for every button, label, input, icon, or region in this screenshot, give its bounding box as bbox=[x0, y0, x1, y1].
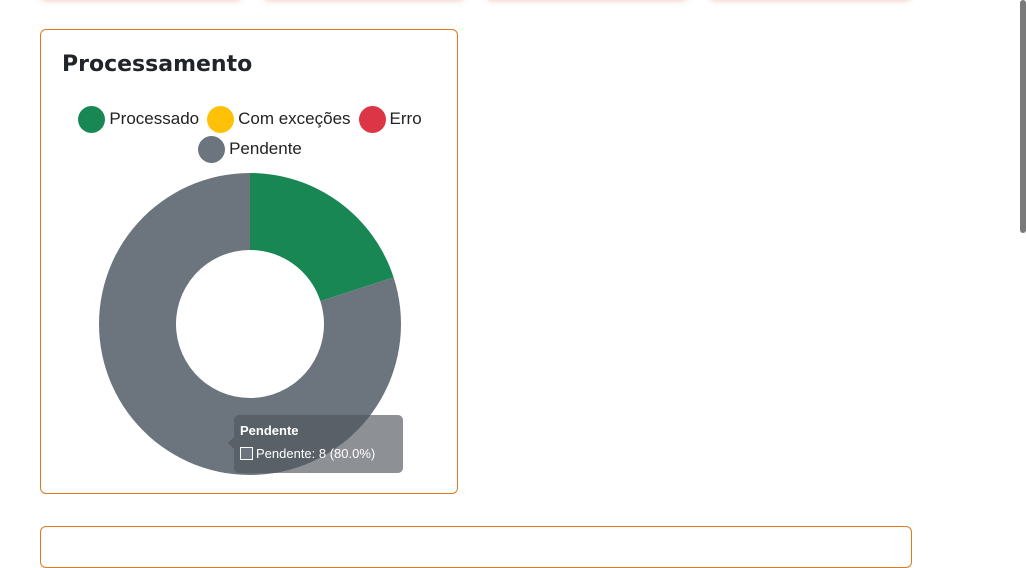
legend-swatch bbox=[78, 105, 106, 133]
processing-card: Processamento Processado Com exceções Erro… bbox=[40, 29, 458, 494]
legend-label: Erro bbox=[389, 109, 422, 128]
doughnut-chart[interactable] bbox=[41, 30, 459, 495]
legend-item[interactable]: Processado bbox=[78, 105, 200, 133]
tooltip-label: Pendente: 8 (80.0%) bbox=[256, 446, 376, 461]
legend-label: Com exceções bbox=[238, 109, 351, 128]
chart-tooltip: Pendente Pendente: 8 (80.0%) bbox=[228, 415, 403, 473]
legend-item[interactable]: Pendente bbox=[198, 135, 302, 163]
legend-swatch bbox=[358, 105, 386, 133]
doughnut-slice-processado[interactable] bbox=[250, 173, 394, 302]
doughnut-slice-pendente[interactable] bbox=[98, 173, 401, 475]
chart-legend: Processado Com exceções Erro Pendente bbox=[41, 105, 459, 163]
tooltip-swatch bbox=[240, 447, 253, 460]
legend-label: Processado bbox=[109, 109, 200, 128]
legend-item[interactable]: Com exceções bbox=[207, 105, 351, 133]
scrollbar[interactable] bbox=[1020, 0, 1026, 233]
legend-swatch bbox=[207, 105, 235, 133]
card-title: Processamento bbox=[62, 52, 253, 77]
next-card bbox=[40, 526, 912, 568]
legend-swatch bbox=[198, 135, 226, 163]
tooltip-row: Pendente: 8 (80.0%) bbox=[240, 446, 397, 461]
legend-label: Pendente bbox=[229, 139, 302, 158]
legend-item[interactable]: Erro bbox=[358, 105, 422, 133]
tooltip-title: Pendente bbox=[240, 423, 299, 438]
